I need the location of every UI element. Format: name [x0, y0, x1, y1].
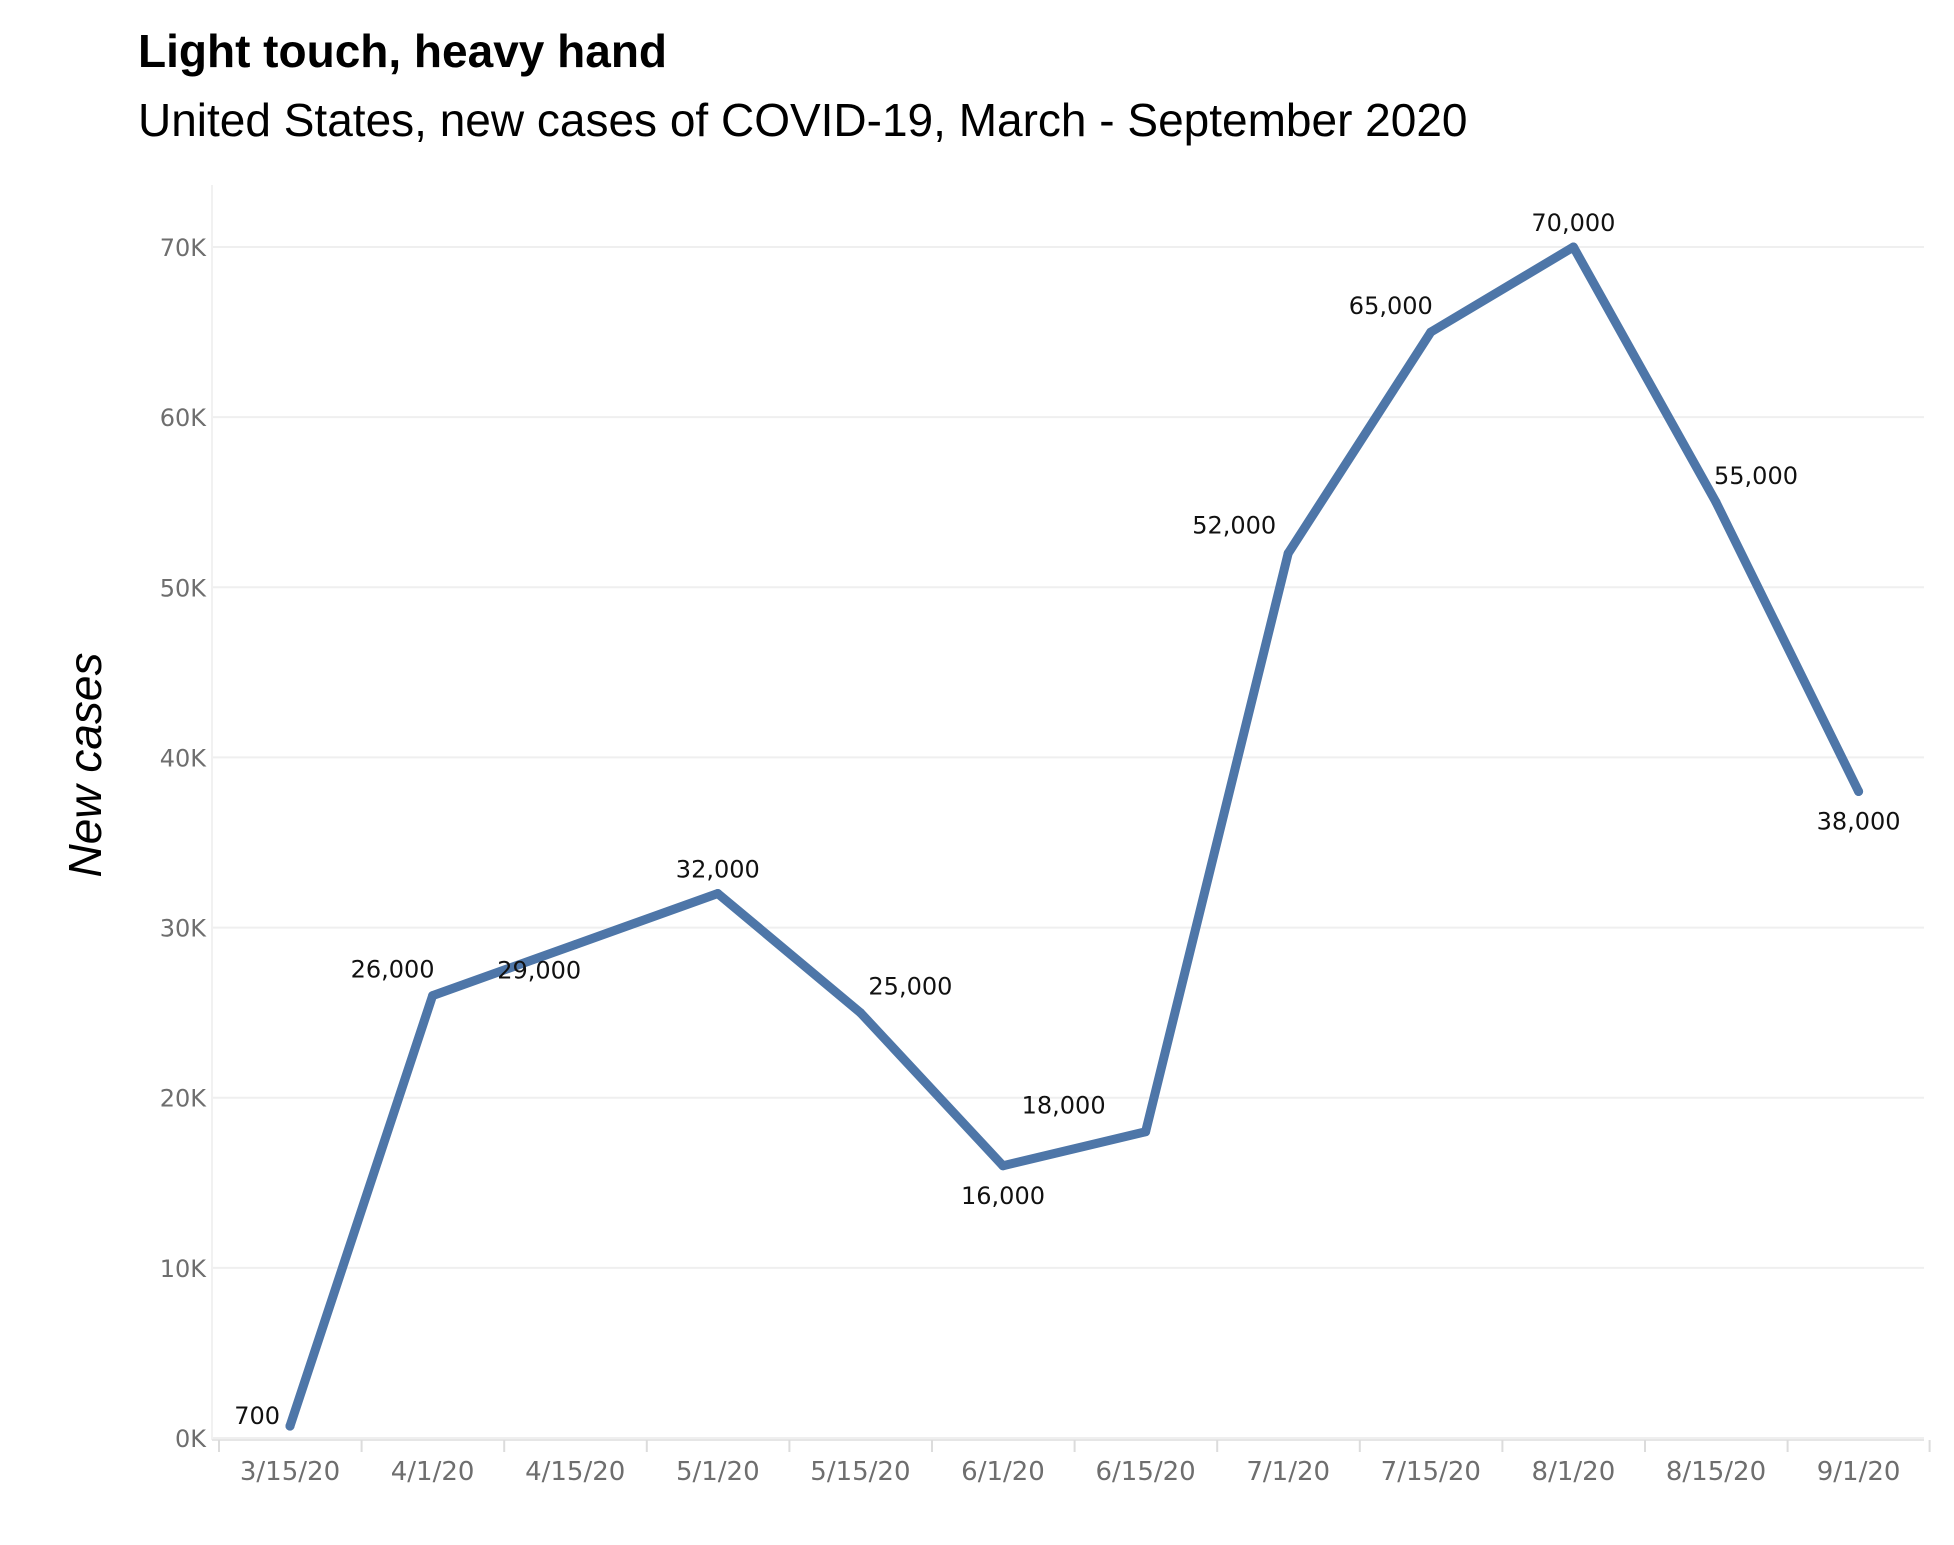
- data-point: [570, 940, 580, 950]
- data-label: 55,000: [1714, 462, 1798, 490]
- data-point: [855, 1008, 865, 1018]
- y-tick-label: 60K: [160, 404, 208, 432]
- data-label: 26,000: [351, 956, 435, 984]
- y-tick-label: 40K: [160, 744, 208, 772]
- data-label: 29,000: [497, 957, 581, 985]
- axes: 0K 10K 20K 30K 40K 50K 60K 70K 3/15/20 4/1/20 4/15…: [160, 234, 1931, 1487]
- x-tick-label: 4/15/20: [525, 1457, 625, 1487]
- data-point: [1426, 327, 1436, 337]
- data-label: 700: [234, 1402, 280, 1430]
- data-label: 70,000: [1531, 209, 1615, 237]
- data-label: 65,000: [1349, 292, 1433, 320]
- x-tick-label: 9/1/20: [1817, 1457, 1901, 1487]
- data-point: [1711, 497, 1721, 507]
- data-point: [1854, 786, 1864, 796]
- x-tick-label: 7/15/20: [1381, 1457, 1481, 1487]
- chart-title: Light touch, heavy hand: [138, 25, 668, 77]
- data-point: [1141, 1127, 1151, 1137]
- data-point: [1568, 242, 1578, 252]
- x-tick-label: 8/15/20: [1666, 1457, 1766, 1487]
- series-line: [285, 242, 1864, 1431]
- gridlines: [211, 185, 1924, 1440]
- y-tick-label: 50K: [160, 574, 208, 602]
- y-tick-label: 20K: [160, 1085, 208, 1113]
- x-tick-label: 3/15/20: [240, 1457, 340, 1487]
- data-point: [998, 1161, 1008, 1171]
- data-label: 38,000: [1817, 807, 1901, 835]
- x-tick-label: 5/15/20: [810, 1457, 910, 1487]
- x-tick-label: 4/1/20: [391, 1457, 475, 1487]
- x-tick-label: 5/1/20: [676, 1457, 760, 1487]
- y-tick-label: 30K: [160, 915, 208, 943]
- chart-subtitle: United States, new cases of COVID-19, Ma…: [138, 94, 1468, 146]
- data-point: [713, 889, 723, 899]
- x-tick-label: 6/1/20: [961, 1457, 1045, 1487]
- data-label: 52,000: [1192, 511, 1276, 539]
- x-tick-label: 7/1/20: [1246, 1457, 1330, 1487]
- series-line-layer: [285, 242, 1864, 1431]
- data-label: 25,000: [868, 973, 952, 1001]
- y-tick-label: 70K: [160, 234, 208, 262]
- data-labels: 700 26,000 29,000 32,000 25,000 16,000 18,000 5…: [234, 209, 1900, 1430]
- y-tick-label: 0K: [175, 1425, 207, 1453]
- data-point: [428, 991, 438, 1001]
- data-label: 18,000: [1022, 1092, 1106, 1120]
- x-tick-label: 8/1/20: [1532, 1457, 1616, 1487]
- data-label: 32,000: [676, 856, 760, 884]
- data-point: [1283, 548, 1293, 558]
- data-label: 16,000: [961, 1182, 1045, 1210]
- data-point: [285, 1421, 295, 1431]
- y-axis-label: New cases: [59, 653, 111, 878]
- y-tick-label: 10K: [160, 1255, 208, 1283]
- x-tick-label: 6/15/20: [1095, 1457, 1195, 1487]
